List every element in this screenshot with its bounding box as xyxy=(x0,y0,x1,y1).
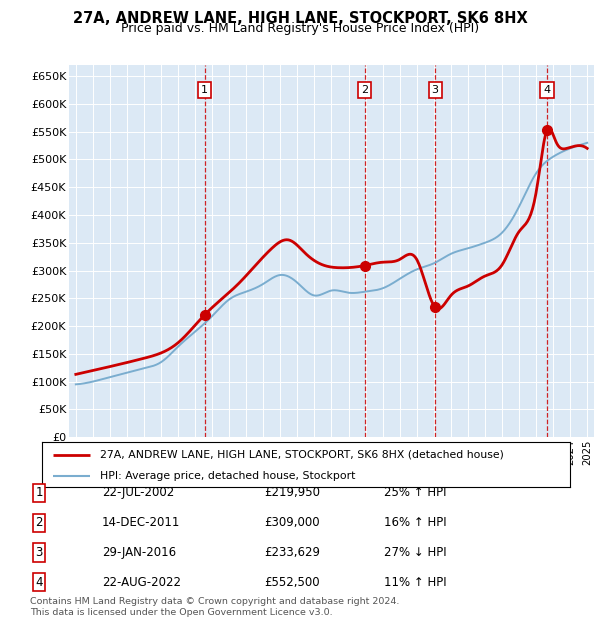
Text: 4: 4 xyxy=(35,576,43,588)
Text: 25% ↑ HPI: 25% ↑ HPI xyxy=(384,487,446,499)
Text: 3: 3 xyxy=(431,85,439,95)
Text: 1: 1 xyxy=(201,85,208,95)
Text: 27% ↓ HPI: 27% ↓ HPI xyxy=(384,546,446,559)
Text: 1: 1 xyxy=(35,487,43,499)
Text: 11% ↑ HPI: 11% ↑ HPI xyxy=(384,576,446,588)
Text: £233,629: £233,629 xyxy=(264,546,320,559)
Text: Contains HM Land Registry data © Crown copyright and database right 2024.
This d: Contains HM Land Registry data © Crown c… xyxy=(30,598,400,617)
Text: HPI: Average price, detached house, Stockport: HPI: Average price, detached house, Stoc… xyxy=(100,471,355,480)
Text: 27A, ANDREW LANE, HIGH LANE, STOCKPORT, SK6 8HX: 27A, ANDREW LANE, HIGH LANE, STOCKPORT, … xyxy=(73,11,527,26)
Text: £309,000: £309,000 xyxy=(264,516,320,529)
Text: Price paid vs. HM Land Registry's House Price Index (HPI): Price paid vs. HM Land Registry's House … xyxy=(121,22,479,35)
Text: 4: 4 xyxy=(544,85,551,95)
Text: £219,950: £219,950 xyxy=(264,487,320,499)
Text: 29-JAN-2016: 29-JAN-2016 xyxy=(102,546,176,559)
Text: 14-DEC-2011: 14-DEC-2011 xyxy=(102,516,181,529)
Text: 16% ↑ HPI: 16% ↑ HPI xyxy=(384,516,446,529)
Text: 2: 2 xyxy=(35,516,43,529)
Text: 3: 3 xyxy=(35,546,43,559)
Text: 22-AUG-2022: 22-AUG-2022 xyxy=(102,576,181,588)
Text: 22-JUL-2002: 22-JUL-2002 xyxy=(102,487,174,499)
Text: 2: 2 xyxy=(361,85,368,95)
Text: 27A, ANDREW LANE, HIGH LANE, STOCKPORT, SK6 8HX (detached house): 27A, ANDREW LANE, HIGH LANE, STOCKPORT, … xyxy=(100,450,504,459)
Text: £552,500: £552,500 xyxy=(264,576,320,588)
